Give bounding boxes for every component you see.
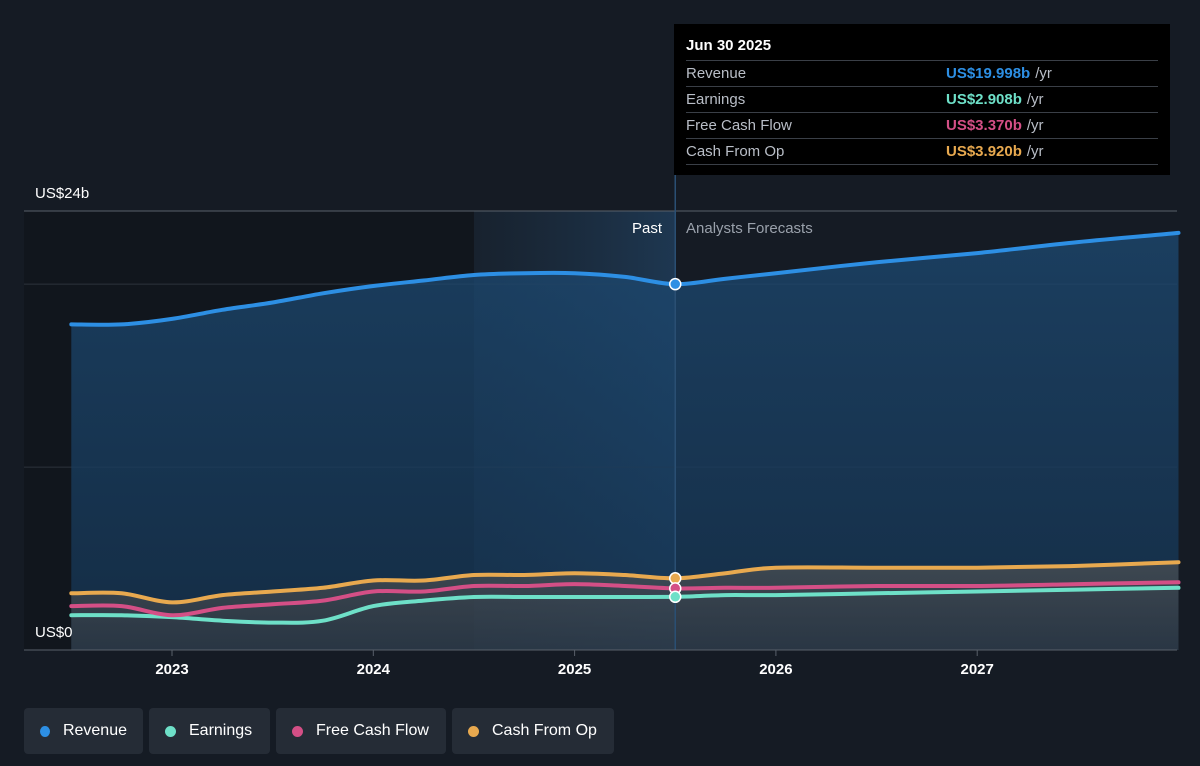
tooltip-row-value: US$3.920b: [946, 143, 1022, 160]
tooltip-row-unit: /yr: [1026, 143, 1044, 160]
line-cash-from-op: [69, 560, 1181, 605]
forecast-label: Analysts Forecasts: [686, 220, 813, 237]
x-tick-label: 2025: [558, 661, 591, 678]
tooltip-row-unit: /yr: [1026, 91, 1044, 108]
circle-icon: [165, 725, 176, 737]
x-tick-label: 2024: [357, 661, 391, 678]
legend-label: Free Cash Flow: [316, 722, 429, 739]
tooltip-row-unit: /yr: [1035, 65, 1052, 82]
marker-earnings: [669, 590, 682, 604]
marker-revenue: [669, 277, 682, 291]
legend-item-revenue[interactable]: Revenue: [24, 708, 143, 754]
circle-icon: [292, 725, 303, 737]
legend-item-cash-from-op[interactable]: Cash From Op: [452, 708, 614, 754]
legend: Revenue Earnings Free Cash Flow Cash Fro…: [24, 708, 620, 754]
line-free-cash-flow: [69, 580, 1181, 618]
tooltip-row-free-cash-flow: Free Cash Flow US$3.370b /yr: [686, 112, 1158, 138]
tooltip: Jun 30 2025 Revenue US$19.998b /yr Earni…: [674, 24, 1170, 175]
tooltip-row-value: US$3.370b: [946, 117, 1022, 134]
x-tick-label: 2023: [155, 661, 188, 678]
legend-item-free-cash-flow[interactable]: Free Cash Flow: [276, 708, 446, 754]
legend-item-earnings[interactable]: Earnings: [149, 708, 270, 754]
tooltip-row-value: US$19.998b: [946, 65, 1031, 82]
y-axis-max-label: US$24b: [35, 185, 90, 202]
line-earnings: [69, 585, 1181, 625]
circle-icon: [468, 725, 479, 737]
tooltip-row-name: Revenue: [686, 65, 747, 82]
tooltip-row-value: US$2.908b: [946, 91, 1022, 108]
y-axis-min-label: US$0: [35, 624, 73, 641]
tooltip-row-cash-from-op: Cash From Op US$3.920b /yr: [686, 138, 1158, 165]
x-tick-label: 2026: [759, 661, 792, 678]
tooltip-row-name: Free Cash Flow: [686, 117, 792, 134]
circle-icon: [40, 725, 50, 737]
tooltip-row-earnings: Earnings US$2.908b /yr: [686, 86, 1158, 112]
tooltip-date: Jun 30 2025: [686, 37, 772, 54]
area-revenue: [71, 232, 1179, 650]
legend-label: Cash From Op: [492, 722, 597, 739]
line-revenue: [69, 230, 1181, 327]
tooltip-row-revenue: Revenue US$19.998b /yr: [686, 60, 1158, 86]
past-label: Past: [631, 220, 662, 237]
x-tick-label: 2027: [961, 661, 994, 678]
legend-label: Earnings: [189, 722, 253, 739]
tooltip-row-unit: /yr: [1026, 117, 1044, 134]
tooltip-row-name: Earnings: [686, 91, 746, 108]
legend-label: Revenue: [62, 722, 127, 739]
tooltip-row-name: Cash From Op: [686, 143, 785, 160]
